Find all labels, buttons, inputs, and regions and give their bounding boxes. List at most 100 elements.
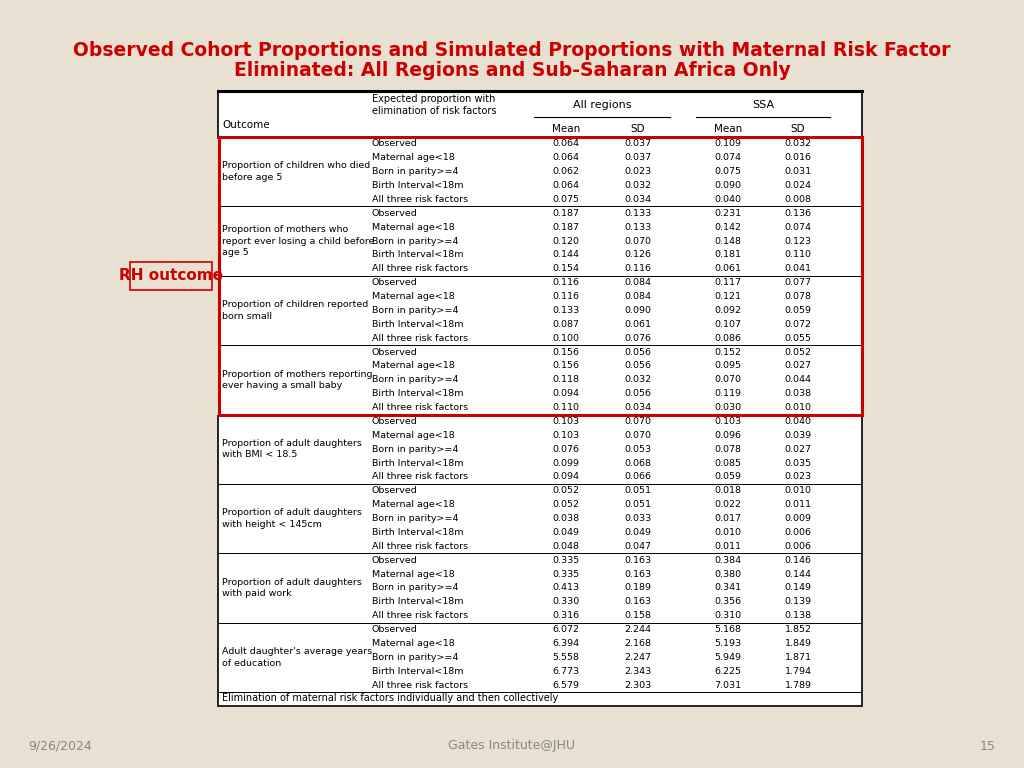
Text: Birth Interval<18m: Birth Interval<18m	[372, 667, 464, 676]
Text: Maternal age<18: Maternal age<18	[372, 292, 455, 301]
Text: Birth Interval<18m: Birth Interval<18m	[372, 458, 464, 468]
Text: 0.056: 0.056	[625, 348, 651, 356]
Text: 0.056: 0.056	[625, 389, 651, 398]
Text: 0.158: 0.158	[625, 611, 651, 621]
Text: 2.343: 2.343	[625, 667, 651, 676]
Text: Proportion of mothers reporting
ever having a small baby: Proportion of mothers reporting ever hav…	[222, 369, 373, 390]
Text: 0.119: 0.119	[715, 389, 741, 398]
Text: 0.148: 0.148	[715, 237, 741, 246]
Text: 0.006: 0.006	[784, 528, 811, 537]
Text: Observed: Observed	[372, 278, 418, 287]
Text: 0.051: 0.051	[625, 486, 651, 495]
Text: 0.077: 0.077	[784, 278, 811, 287]
Text: 0.034: 0.034	[625, 195, 651, 204]
Text: Eliminated: All Regions and Sub-Saharan Africa Only: Eliminated: All Regions and Sub-Saharan …	[233, 61, 791, 81]
Text: Expected proportion with
elimination of risk factors: Expected proportion with elimination of …	[372, 94, 497, 117]
Text: Maternal age<18: Maternal age<18	[372, 223, 455, 232]
Text: Observed Cohort Proportions and Simulated Proportions with Maternal Risk Factor: Observed Cohort Proportions and Simulate…	[74, 41, 950, 59]
Text: Birth Interval<18m: Birth Interval<18m	[372, 598, 464, 606]
Text: 0.163: 0.163	[625, 570, 651, 578]
Text: 0.335: 0.335	[552, 570, 580, 578]
Text: 0.231: 0.231	[715, 209, 741, 218]
Text: 0.068: 0.068	[625, 458, 651, 468]
Text: 0.064: 0.064	[553, 154, 580, 162]
Text: 0.032: 0.032	[784, 140, 812, 148]
Text: 0.110: 0.110	[784, 250, 811, 260]
Text: 0.049: 0.049	[553, 528, 580, 537]
Text: Mean: Mean	[552, 124, 581, 134]
Text: 2.244: 2.244	[625, 625, 651, 634]
Text: Birth Interval<18m: Birth Interval<18m	[372, 319, 464, 329]
Text: Maternal age<18: Maternal age<18	[372, 154, 455, 162]
Text: 2.247: 2.247	[625, 653, 651, 662]
Text: All three risk factors: All three risk factors	[372, 264, 468, 273]
Text: All three risk factors: All three risk factors	[372, 333, 468, 343]
Text: 0.085: 0.085	[715, 458, 741, 468]
Text: 0.064: 0.064	[553, 181, 580, 190]
Text: 0.133: 0.133	[552, 306, 580, 315]
Text: 0.095: 0.095	[715, 362, 741, 370]
Text: 1.852: 1.852	[784, 625, 811, 634]
Text: Proportion of adult daughters
with BMI < 18.5: Proportion of adult daughters with BMI <…	[222, 439, 361, 459]
Text: 0.120: 0.120	[553, 237, 580, 246]
Text: 0.084: 0.084	[625, 292, 651, 301]
Text: 0.087: 0.087	[553, 319, 580, 329]
Text: 0.011: 0.011	[784, 500, 811, 509]
Text: 2.168: 2.168	[625, 639, 651, 648]
Text: Adult daughter's average years
of education: Adult daughter's average years of educat…	[222, 647, 373, 667]
Text: Maternal age<18: Maternal age<18	[372, 500, 455, 509]
Text: 0.032: 0.032	[625, 181, 651, 190]
Text: SD: SD	[631, 124, 645, 134]
Text: 0.310: 0.310	[715, 611, 741, 621]
Text: 5.168: 5.168	[715, 625, 741, 634]
Text: 0.053: 0.053	[625, 445, 651, 454]
Text: 0.110: 0.110	[553, 403, 580, 412]
Bar	[0, 137, 218, 415]
Text: 0.055: 0.055	[784, 333, 811, 343]
Text: 15: 15	[980, 740, 996, 753]
Text: 0.094: 0.094	[553, 389, 580, 398]
Text: 0.038: 0.038	[784, 389, 812, 398]
Text: 9/26/2024: 9/26/2024	[28, 740, 92, 753]
Text: 0.103: 0.103	[552, 417, 580, 426]
Text: 5.558: 5.558	[553, 653, 580, 662]
Text: Mean: Mean	[714, 124, 742, 134]
Text: 0.094: 0.094	[553, 472, 580, 482]
Text: 0.056: 0.056	[625, 362, 651, 370]
Text: 0.010: 0.010	[715, 528, 741, 537]
Text: 0.044: 0.044	[784, 376, 811, 384]
Text: 6.225: 6.225	[715, 667, 741, 676]
Text: 0.010: 0.010	[784, 403, 811, 412]
Text: 0.076: 0.076	[625, 333, 651, 343]
Text: 0.123: 0.123	[784, 237, 812, 246]
Text: 0.181: 0.181	[715, 250, 741, 260]
Text: 0.030: 0.030	[715, 403, 741, 412]
Text: 0.118: 0.118	[553, 376, 580, 384]
Text: 1.794: 1.794	[784, 667, 811, 676]
Text: 0.066: 0.066	[625, 472, 651, 482]
Text: Born in parity>=4: Born in parity>=4	[372, 445, 459, 454]
Text: 0.008: 0.008	[784, 195, 811, 204]
Text: SD: SD	[791, 124, 805, 134]
Text: 0.100: 0.100	[553, 333, 580, 343]
Text: 0.070: 0.070	[625, 431, 651, 440]
Text: 0.139: 0.139	[784, 598, 812, 606]
Text: 0.341: 0.341	[715, 584, 741, 592]
Text: 0.049: 0.049	[625, 528, 651, 537]
Text: 0.146: 0.146	[784, 556, 811, 564]
Text: 0.330: 0.330	[552, 598, 580, 606]
Text: 0.154: 0.154	[553, 264, 580, 273]
Text: RH outcome: RH outcome	[119, 268, 223, 283]
Text: Birth Interval<18m: Birth Interval<18m	[372, 250, 464, 260]
Text: 6.394: 6.394	[552, 639, 580, 648]
Text: 0.384: 0.384	[715, 556, 741, 564]
Text: All three risk factors: All three risk factors	[372, 472, 468, 482]
Text: 0.010: 0.010	[784, 486, 811, 495]
Text: 0.103: 0.103	[715, 417, 741, 426]
Text: Proportion of children reported
born small: Proportion of children reported born sma…	[222, 300, 369, 321]
Text: Born in parity>=4: Born in parity>=4	[372, 653, 459, 662]
Text: Observed: Observed	[372, 486, 418, 495]
Text: 0.034: 0.034	[625, 403, 651, 412]
Text: 0.070: 0.070	[715, 376, 741, 384]
Text: 0.018: 0.018	[715, 486, 741, 495]
